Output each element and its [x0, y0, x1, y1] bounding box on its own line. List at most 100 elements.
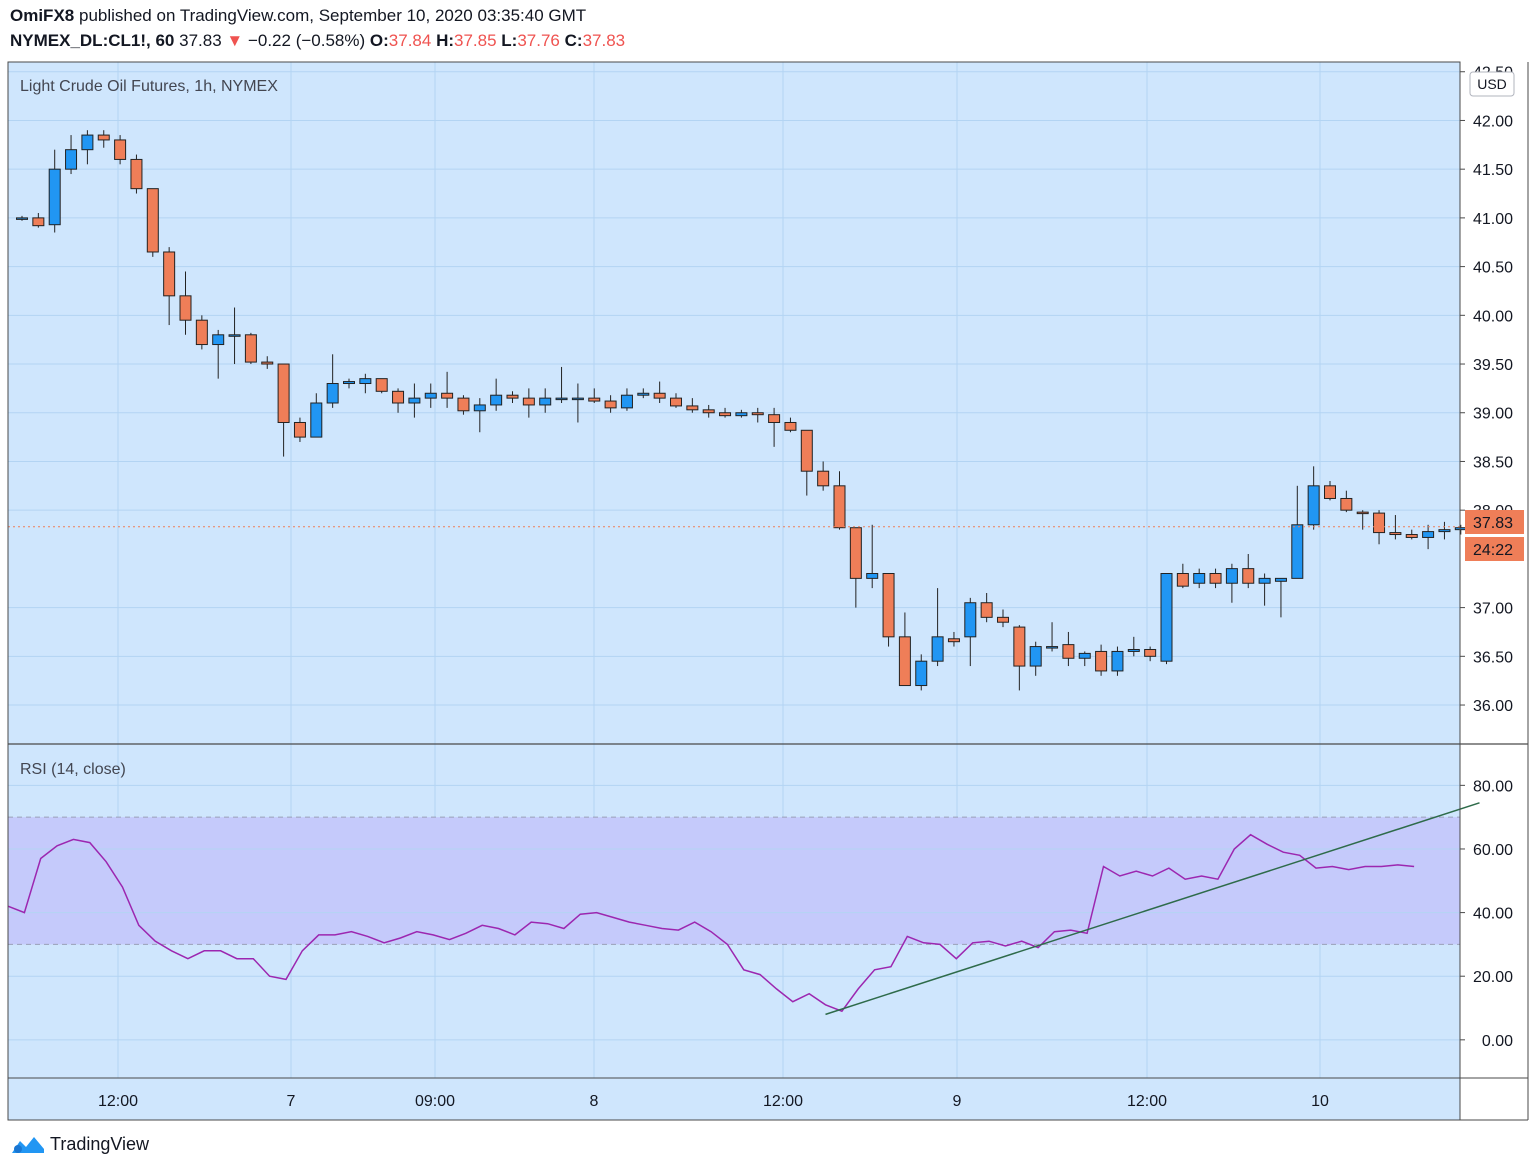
candle[interactable]	[228, 307, 241, 365]
candle[interactable]	[473, 398, 486, 433]
candle[interactable]	[866, 524, 879, 589]
candle[interactable]	[539, 388, 552, 413]
candle[interactable]	[293, 417, 306, 442]
candle-body	[359, 378, 372, 385]
candle[interactable]	[195, 315, 208, 350]
candle[interactable]	[408, 383, 421, 418]
candle[interactable]	[212, 329, 225, 379]
candle[interactable]	[310, 393, 323, 438]
candle[interactable]	[1438, 521, 1451, 540]
candle[interactable]	[980, 592, 993, 623]
candle[interactable]	[457, 395, 470, 415]
candle[interactable]	[522, 388, 535, 418]
price-pane[interactable]: Light Crude Oil Futures, 1h, NYMEX	[8, 71, 1484, 706]
candle[interactable]	[571, 383, 584, 423]
candle[interactable]	[179, 271, 192, 335]
candle[interactable]	[620, 388, 633, 411]
candle[interactable]	[1127, 636, 1140, 657]
candle[interactable]	[997, 609, 1009, 628]
candle[interactable]	[65, 135, 78, 175]
rsi-axis[interactable]: 80.00 60.00 40.00 20.00 0.00	[1460, 778, 1513, 1050]
candle[interactable]	[48, 149, 61, 233]
candle[interactable]	[244, 332, 257, 365]
candle-body	[1209, 573, 1222, 584]
candle[interactable]	[768, 407, 781, 447]
candle[interactable]	[359, 373, 372, 394]
candles[interactable]	[16, 130, 1484, 691]
candle[interactable]	[800, 429, 813, 496]
candle[interactable]	[441, 371, 454, 408]
rsi-trendline[interactable]	[825, 802, 1480, 1016]
candle[interactable]	[1013, 625, 1026, 691]
candle[interactable]	[261, 356, 274, 369]
candle[interactable]	[16, 215, 28, 221]
candle[interactable]	[146, 188, 159, 257]
candle[interactable]	[1405, 529, 1418, 540]
candle[interactable]	[1111, 646, 1124, 676]
candle[interactable]	[637, 388, 650, 399]
candle[interactable]	[326, 354, 339, 408]
candle[interactable]	[1274, 577, 1287, 618]
candle[interactable]	[1422, 524, 1435, 550]
candle[interactable]	[555, 366, 568, 403]
candle[interactable]	[735, 409, 748, 418]
candle[interactable]	[588, 388, 601, 403]
candle[interactable]	[1225, 563, 1238, 603]
candle[interactable]	[1209, 568, 1222, 589]
candle[interactable]	[1029, 641, 1042, 676]
tradingview-logo[interactable]: TradingView	[10, 1133, 149, 1155]
candle[interactable]	[947, 631, 960, 647]
candle[interactable]	[1307, 466, 1320, 530]
candle[interactable]	[751, 407, 764, 423]
candle[interactable]	[1242, 554, 1255, 589]
candle[interactable]	[1291, 485, 1304, 579]
candle[interactable]	[81, 130, 94, 165]
candle[interactable]	[898, 612, 911, 687]
candle[interactable]	[719, 407, 732, 418]
candle[interactable]	[604, 395, 617, 413]
candle[interactable]	[1340, 490, 1353, 513]
candle[interactable]	[1389, 515, 1402, 540]
price-axis[interactable]: 42.5042.0041.5041.0040.5040.0039.5039.00…	[1460, 65, 1513, 715]
candle[interactable]	[670, 393, 682, 408]
candle[interactable]	[833, 471, 846, 530]
currency-badge[interactable]	[1469, 71, 1515, 97]
candle[interactable]	[375, 378, 388, 394]
candle[interactable]	[964, 597, 977, 667]
candle[interactable]	[1144, 646, 1157, 662]
candle[interactable]	[490, 378, 503, 411]
candle[interactable]	[277, 363, 290, 457]
candle[interactable]	[97, 130, 110, 148]
candle[interactable]	[1356, 510, 1369, 530]
candle[interactable]	[1062, 631, 1075, 667]
candle[interactable]	[817, 461, 830, 491]
candle[interactable]	[882, 573, 895, 647]
candle[interactable]	[1193, 568, 1206, 589]
candle[interactable]	[163, 247, 176, 326]
time-axis[interactable]: 12:00 7 09:00 8 12:00 9 12:00 10	[98, 1093, 1329, 1110]
candle[interactable]	[424, 383, 437, 408]
candle[interactable]	[784, 417, 797, 433]
candle[interactable]	[686, 398, 699, 413]
candle[interactable]	[130, 154, 143, 194]
candle[interactable]	[702, 404, 715, 418]
candle[interactable]	[32, 213, 45, 228]
candle[interactable]	[1160, 573, 1173, 665]
candle[interactable]	[1078, 651, 1091, 667]
candle[interactable]	[1258, 573, 1271, 606]
candle[interactable]	[114, 135, 127, 165]
candle[interactable]	[1095, 644, 1108, 676]
candle[interactable]	[931, 588, 944, 667]
candle[interactable]	[1324, 480, 1336, 501]
candle[interactable]	[343, 378, 355, 389]
candle[interactable]	[1176, 563, 1189, 589]
candle[interactable]	[653, 381, 666, 403]
candle[interactable]	[915, 654, 928, 691]
candle[interactable]	[1046, 622, 1059, 652]
rsi-pane[interactable]: RSI (14, close)	[7, 761, 1480, 1041]
publisher-name[interactable]: OmiFX8	[10, 6, 75, 25]
candle[interactable]	[849, 527, 862, 608]
candle[interactable]	[392, 388, 405, 413]
candle[interactable]	[506, 391, 519, 403]
